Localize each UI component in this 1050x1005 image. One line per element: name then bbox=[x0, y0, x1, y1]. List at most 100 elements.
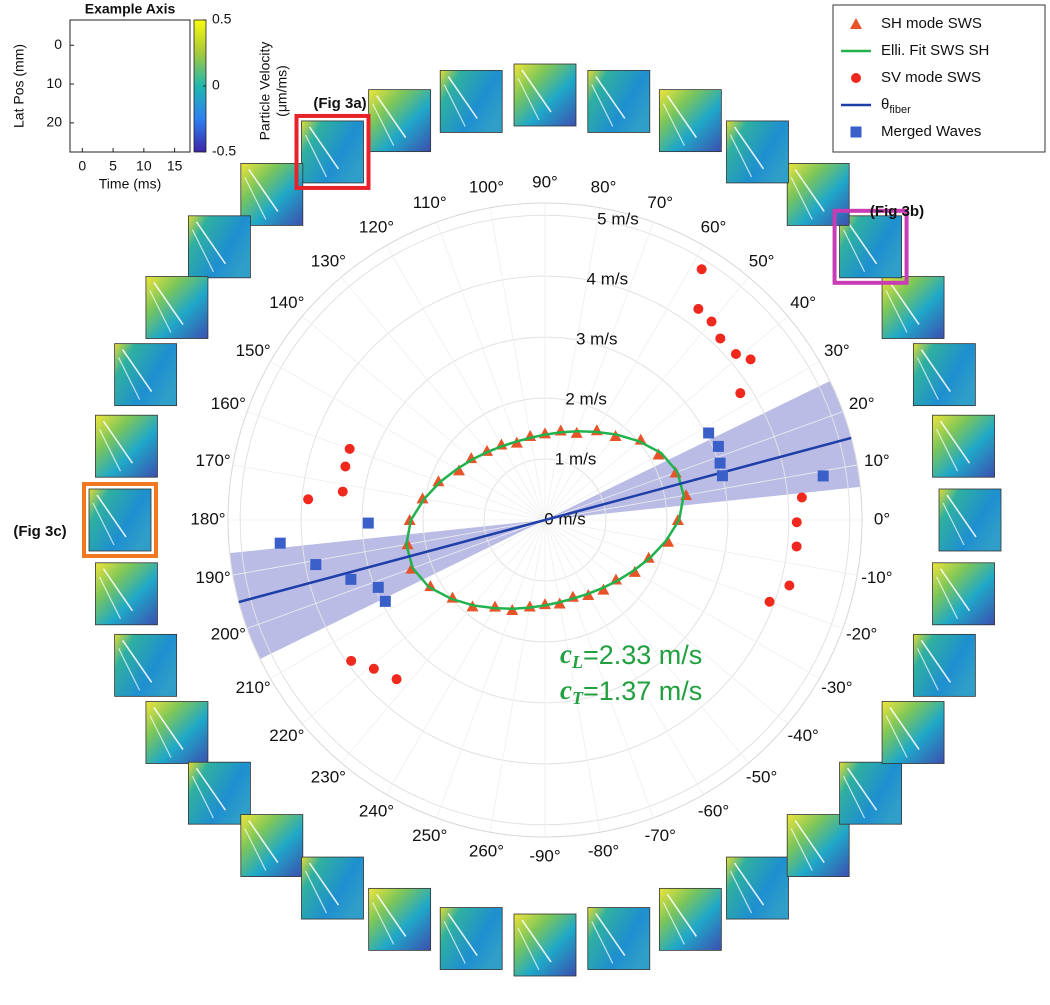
square-marker bbox=[817, 470, 829, 482]
thumbnail bbox=[145, 701, 209, 764]
thumbnail-streak bbox=[595, 913, 626, 956]
grid-spoke bbox=[544, 519, 601, 833]
thumbnail bbox=[726, 856, 789, 920]
thumbnail-streak bbox=[96, 494, 127, 538]
thumbnail-streak bbox=[916, 648, 939, 691]
thumbnail bbox=[881, 701, 945, 764]
grid-spoke bbox=[544, 221, 654, 521]
thumbnail-streak bbox=[191, 229, 214, 273]
thumbnail bbox=[587, 907, 651, 970]
angle-tick-label: -20° bbox=[846, 625, 877, 644]
x-axis-label: Time (ms) bbox=[99, 176, 161, 192]
square-marker bbox=[716, 470, 728, 482]
thumbnail-streak bbox=[98, 428, 121, 472]
circle-marker bbox=[791, 541, 802, 552]
grid-spoke bbox=[544, 464, 858, 521]
square-marker bbox=[379, 595, 391, 607]
thumbnail bbox=[658, 89, 722, 153]
square-marker bbox=[850, 126, 862, 138]
triangle-marker bbox=[432, 475, 445, 487]
angle-tick-label: 210° bbox=[236, 678, 271, 697]
thumbnail-streak bbox=[794, 168, 825, 212]
grid-spoke bbox=[489, 519, 546, 833]
thumbnail-streak bbox=[920, 639, 952, 683]
grid-spoke bbox=[544, 519, 750, 764]
angle-tick-label: 30° bbox=[824, 341, 850, 360]
radius-tick-label: 2 m/s bbox=[565, 389, 607, 408]
radius-tick-label: 0 m/s bbox=[544, 509, 586, 528]
thumbnail-streak bbox=[885, 715, 908, 758]
thumbnail-streak bbox=[443, 921, 466, 964]
thumbnail-streak bbox=[248, 168, 279, 212]
legend-name: Merged Waves bbox=[881, 123, 981, 140]
thumbnail bbox=[145, 276, 209, 339]
angle-tick-label: -90° bbox=[529, 846, 560, 865]
thumbnail-streak bbox=[916, 357, 939, 400]
angle-tick-label: 20° bbox=[849, 394, 875, 413]
legend-box bbox=[832, 4, 1046, 153]
triangle-marker bbox=[628, 565, 641, 577]
thumbnail bbox=[439, 907, 503, 970]
legend-name: SH mode SWS bbox=[881, 15, 982, 32]
thumbnail bbox=[839, 215, 902, 279]
angle-tick-label: 180° bbox=[190, 509, 225, 528]
fit-subscript: L bbox=[571, 652, 583, 672]
thumbnail-streak bbox=[936, 428, 959, 472]
angle-tick-label: 130° bbox=[311, 251, 346, 270]
grid-spoke bbox=[544, 245, 704, 521]
thumbnail-streak bbox=[372, 103, 395, 146]
fit-symbol: c bbox=[560, 675, 572, 705]
square-marker bbox=[714, 457, 726, 469]
thumbnail-streak bbox=[248, 820, 279, 864]
grid-spoke bbox=[544, 207, 601, 521]
triangle-marker bbox=[452, 464, 465, 476]
thumbnail-streak bbox=[447, 76, 478, 119]
angle-tick-label: 260° bbox=[469, 841, 504, 860]
thumbnail bbox=[301, 856, 364, 920]
thumbnail-streak bbox=[153, 707, 184, 750]
angle-tick-label: 140° bbox=[269, 293, 304, 312]
thumbnail bbox=[368, 89, 432, 153]
thumbnail-streak bbox=[149, 715, 172, 758]
square-marker bbox=[362, 517, 374, 529]
angle-tick-label: -60° bbox=[698, 801, 729, 820]
triangle-marker bbox=[489, 600, 502, 612]
thumbnail-streak bbox=[794, 820, 825, 864]
thumbnail-streak bbox=[375, 95, 407, 139]
grid-spoke bbox=[544, 519, 704, 795]
thumbnail bbox=[513, 63, 577, 127]
angle-tick-label: 170° bbox=[196, 451, 231, 470]
colorbar-label: Particle Velocity bbox=[257, 42, 273, 141]
thumbnail bbox=[88, 488, 152, 552]
thumbnail-streak bbox=[733, 862, 765, 906]
angle-tick-label: -50° bbox=[746, 768, 777, 787]
thumbnail-streak bbox=[102, 420, 134, 464]
grid-spoke bbox=[386, 245, 546, 521]
annotation: (Fig 3a) bbox=[313, 95, 366, 112]
thumbnail bbox=[912, 633, 976, 697]
circle-marker bbox=[791, 517, 802, 528]
circle-marker bbox=[706, 316, 717, 327]
thumbnail-streak bbox=[521, 69, 552, 113]
thumbnail-streak bbox=[666, 95, 698, 139]
thumbnail bbox=[938, 488, 1002, 552]
triangle-marker bbox=[850, 18, 862, 29]
inset-title: Example Axis bbox=[85, 1, 176, 17]
angle-tick-label: 100° bbox=[469, 178, 504, 197]
angle-tick-label: 150° bbox=[236, 341, 271, 360]
grid-spoke bbox=[544, 361, 820, 521]
angle-tick-label: 230° bbox=[311, 768, 346, 787]
thumbnail-streak bbox=[939, 420, 971, 464]
angle-tick-label: 190° bbox=[196, 568, 231, 587]
circle-marker bbox=[764, 596, 775, 607]
radius-tick-label: 5 m/s bbox=[597, 209, 639, 228]
polar-boundary bbox=[227, 202, 863, 838]
grid-spoke bbox=[246, 519, 546, 629]
y-axis-label: Lat Pos (mm) bbox=[11, 44, 27, 128]
thumbnail bbox=[95, 562, 158, 626]
thumbnail-streak bbox=[591, 921, 614, 964]
annotation: (Fig 3c) bbox=[13, 523, 66, 540]
thumbnail-streak bbox=[304, 134, 328, 178]
grid-spoke bbox=[544, 519, 820, 679]
radius-tick-label: 3 m/s bbox=[576, 329, 618, 348]
